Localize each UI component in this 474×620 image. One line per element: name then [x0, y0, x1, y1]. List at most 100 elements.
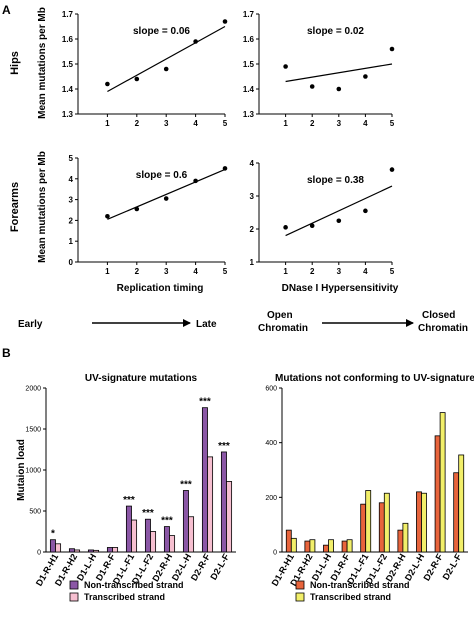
row-label-hips: Hips [9, 51, 21, 75]
forearms-dnase-y-tick-label: 4 [250, 159, 255, 168]
hips-ylabel: Mean mutations per Mb [37, 7, 48, 119]
uv-signature-bar [163, 526, 170, 553]
forearms-replication-point [222, 166, 228, 171]
hips-dnase-x-tick-label: 1 [283, 119, 288, 128]
non-uv-bar [323, 544, 329, 553]
forearms-dnase-x-tick-label: 5 [390, 267, 395, 276]
uv-signature-y-tick-label: 0 [37, 550, 41, 557]
forearms-replication-point [163, 196, 169, 201]
uv-signature-significance-mark: *** [123, 495, 135, 506]
uv-signature-y-tick-label: 500 [29, 509, 41, 516]
forearms-replication-y-tick-label: 1 [69, 237, 74, 246]
uv-signature-bar [144, 518, 151, 553]
uv-signature-bar [74, 549, 81, 553]
forearms-dnase-chart: 1 2 3 4 1 2 3 4 5 slope = 0.38 [250, 159, 395, 276]
forearms-dnase-x-tick-label: 1 [283, 267, 288, 276]
forearms-replication-x-tick-label: 3 [164, 267, 169, 276]
non-uv-bar [378, 502, 385, 553]
uv-signature-significance-mark: * [51, 529, 55, 540]
hips-replication-y-tick-label: 1.5 [62, 60, 74, 69]
forearms-dnase-point [283, 225, 288, 230]
uv-signature-bar [49, 539, 56, 553]
non-uv-bar [346, 539, 353, 553]
closed-label: Closed [422, 310, 455, 321]
uv-signature-legend-label: Non-transcribed strand [84, 580, 184, 590]
hips-replication-point [163, 66, 169, 72]
forearms-replication-slope-annotation: slope = 0.6 [136, 170, 188, 181]
forearms-replication-y-tick-label: 5 [69, 154, 74, 163]
forearms-dnase-point [389, 167, 395, 172]
non-uv-bar [383, 492, 390, 553]
non-uv-chart: Mutations not conforming to UV-signature… [265, 373, 474, 602]
hips-dnase-x-tick-label: 3 [337, 119, 342, 128]
uv-signature-significance-mark: *** [142, 508, 154, 519]
non-uv-bar [416, 491, 422, 553]
hips-dnase-slope-annotation: slope = 0.02 [307, 26, 364, 37]
non-uv-bar [304, 540, 311, 553]
forearms-replication-x-tick-label: 5 [223, 267, 228, 276]
uv-signature-significance-mark: *** [161, 516, 173, 527]
uv-signature-bar [131, 519, 138, 553]
forearms-dnase-slope-annotation: slope = 0.38 [307, 175, 364, 186]
uv-signature-y-tick-label: 2000 [25, 386, 41, 393]
uv-signature-chart: UV-signature mutations 0 500 1000 1500 2000 * D… [25, 373, 236, 602]
uv-signature-category-label: D2-L-F [208, 552, 231, 582]
non-uv-bar [328, 539, 334, 553]
non-uv-bar [290, 537, 297, 553]
hips-dnase-y-tick-label: 1.3 [243, 110, 255, 119]
hips-replication-point [105, 81, 110, 87]
early-label: Early [18, 319, 43, 330]
forearms-replication-y-tick-label: 0 [69, 258, 74, 267]
uv-signature-legend-swatch [69, 580, 79, 590]
non-uv-y-tick-label: 200 [265, 495, 277, 502]
non-uv-bar [439, 412, 446, 553]
hips-replication-point [193, 39, 198, 44]
uv-signature-legend-swatch [69, 592, 79, 602]
uv-signature-bar [106, 547, 113, 553]
uv-signature-bar [188, 516, 195, 553]
hips-replication-x-tick-label: 3 [164, 119, 169, 128]
non-uv-legend-label: Non-transcribed strand [310, 580, 410, 590]
forearms-replication-y-tick-label: 2 [69, 216, 74, 225]
hips-replication-x-tick-label: 1 [105, 119, 110, 128]
hips-replication-x-tick-label: 5 [223, 119, 228, 128]
non-uv-bar [360, 503, 367, 553]
forearms-replication-point [134, 206, 140, 212]
uv-signature-y-tick-label: 1000 [25, 468, 41, 475]
forearms-dnase-fit-line [285, 185, 393, 237]
hips-dnase-x-tick-label: 5 [390, 119, 395, 128]
uv-signature-bar [182, 490, 189, 553]
uv-signature-bar [220, 451, 227, 553]
non-uv-category-label: D2-L-F [441, 552, 464, 582]
replication-xlabel: Replication timing [117, 283, 204, 294]
non-uv-bar [458, 454, 465, 553]
uv-signature-significance-mark: *** [218, 441, 230, 452]
uv-signature-y-tick-label: 1500 [25, 427, 41, 434]
uv-signature-bar [68, 548, 75, 553]
hips-dnase-point [336, 86, 342, 92]
uv-signature-bar [169, 535, 176, 553]
hips-dnase-x-tick-label: 2 [310, 119, 315, 128]
hips-dnase-y-tick-label: 1.4 [243, 85, 255, 94]
forearms-dnase-x-tick-label: 4 [363, 267, 368, 276]
forearms-replication-y-tick-label: 3 [69, 196, 74, 205]
forearms-dnase-x-tick-label: 2 [310, 267, 315, 276]
non-uv-title: Mutations not conforming to UV-signature [275, 373, 474, 384]
late-label: Late [196, 319, 217, 330]
hips-dnase-point [389, 46, 395, 52]
hips-dnase-point [363, 74, 368, 79]
non-uv-bar [421, 492, 427, 553]
non-uv-bar [402, 522, 409, 553]
forearms-replication-fit-line [107, 168, 226, 220]
hips-replication-y-tick-label: 1.4 [62, 85, 74, 94]
non-uv-bar [453, 472, 460, 553]
non-uv-bar [309, 539, 316, 553]
non-uv-legend-label: Transcribed strand [310, 592, 391, 602]
panel-label-b: B [2, 346, 11, 360]
hips-replication-point [134, 76, 140, 82]
non-uv-legend-swatch [295, 580, 305, 590]
uv-signature-bar [112, 547, 119, 553]
forearms-dnase-y-tick-label: 2 [250, 225, 255, 234]
hips-dnase-x-tick-label: 4 [363, 119, 368, 128]
uv-signature-bar [226, 481, 233, 553]
